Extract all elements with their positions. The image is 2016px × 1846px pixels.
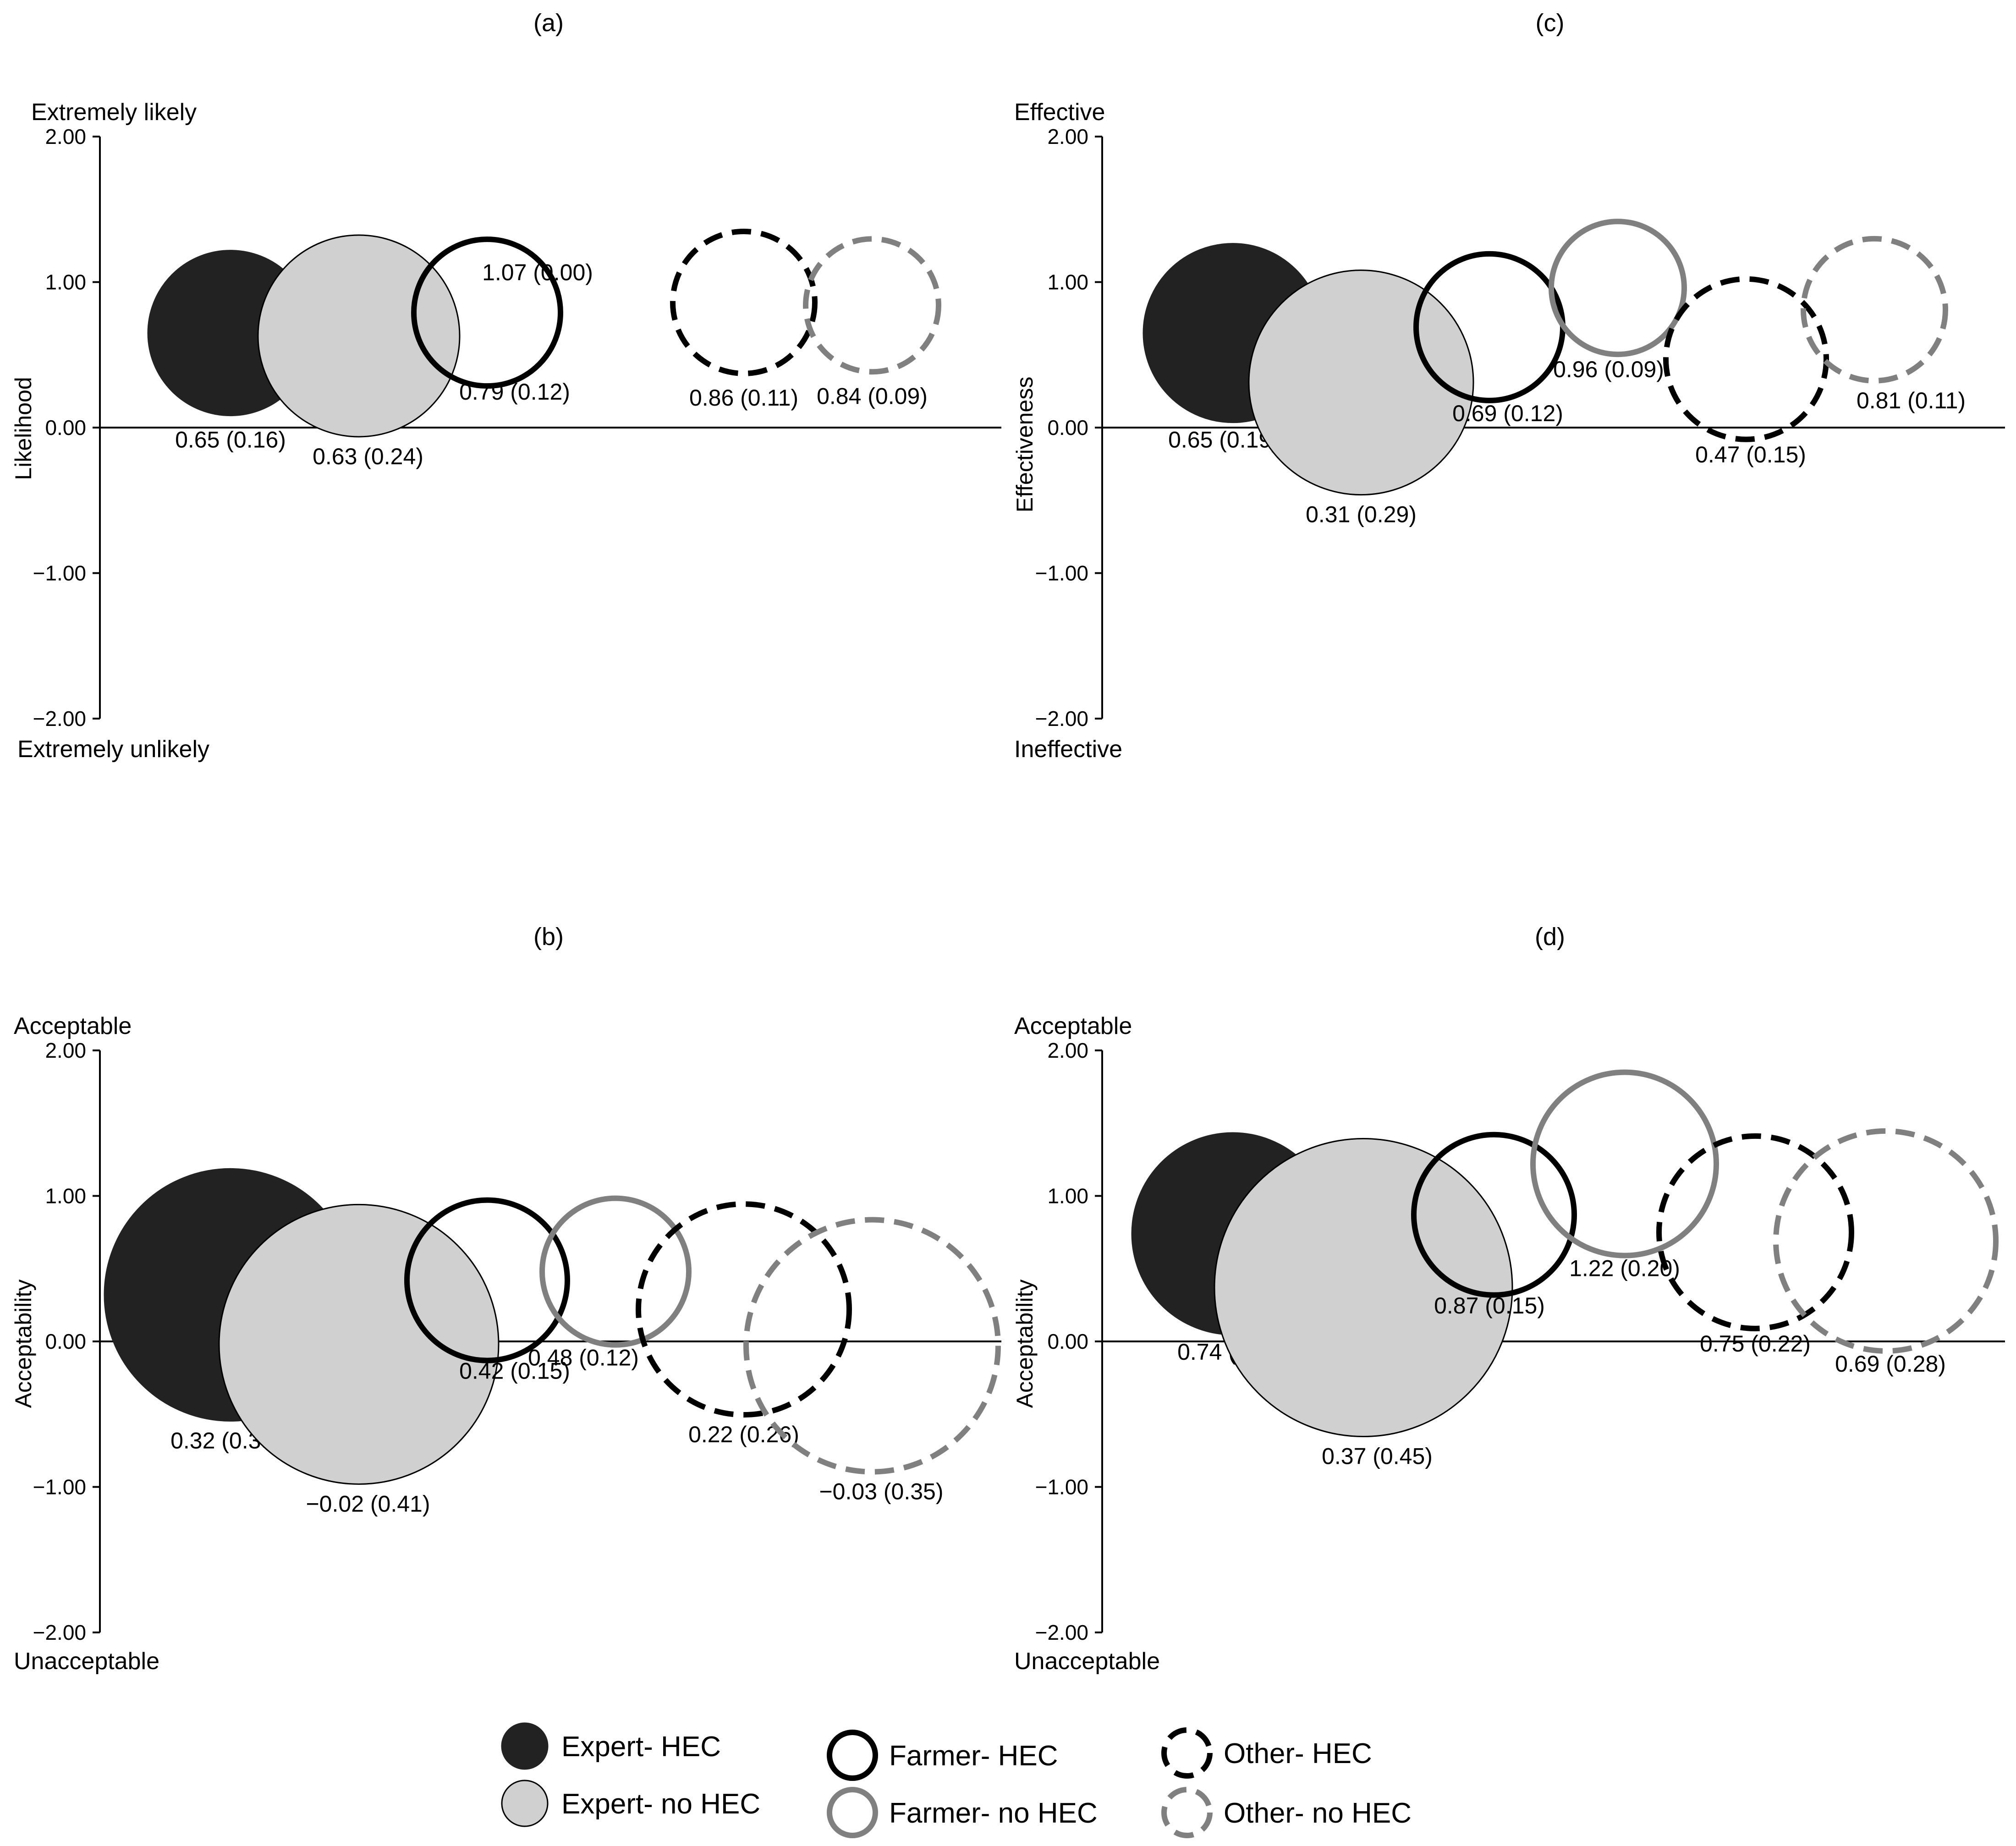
panel-c-tick-label: −1.00 [1035,561,1088,585]
panel-b-bubble-expert-no-hec [218,1203,500,1485]
legend-label-farmer-hec: Farmer- HEC [889,1740,1058,1772]
panel-d-bubble-farmer-no-hec [1530,1069,1719,1258]
panel-d-ylabel: Acceptability [1012,1280,1038,1408]
panel-a-data-label-expert-no-hec: 0.63 (0.24) [313,444,423,469]
panel-c-data-label-expert-no-hec: 0.31 (0.29) [1306,502,1417,527]
panel-a-tick-label: 0.00 [45,416,86,440]
panel-c-tick-label: 2.00 [1047,125,1088,148]
panel-c-bubble-farmer-no-hec [1549,219,1687,357]
panel-b-data-label-farmer-no-hec: 0.48 (0.12) [528,1345,639,1371]
panel-c-tick-label: 0.00 [1047,416,1088,440]
legend-label-expert-hec: Expert- HEC [561,1731,721,1763]
panel-d-data-label-farmer-hec: 0.87 (0.15) [1434,1293,1545,1319]
panel-a-tick-label: 2.00 [45,125,86,148]
panel-b-bubble-other-no-hec [743,1217,1001,1475]
panel-a-tick-label: 1.00 [45,270,86,294]
panel-a-bubble-other-hec [670,228,818,376]
panel-a-data-label-expert-hec: 0.65 (0.16) [175,427,286,453]
panel-d-tick-label: −2.00 [1035,1621,1088,1644]
panel-d-tick-label: 2.00 [1047,1038,1088,1062]
panel-d-bubble-other-no-hec [1773,1128,1999,1354]
legend-swatch-expert-no-hec [501,1780,549,1827]
panel-c-bubble-other-hec [1663,276,1829,442]
panel-d-data-label-other-hec: 0.75 (0.22) [1700,1331,1811,1357]
legend-swatch-expert-hec [501,1722,549,1770]
panel-a: (a) Extremely likely Extremely unlikely … [11,9,1001,763]
panel-b-bubble-other-hec [636,1201,852,1418]
panel-b-title: (b) [533,923,564,950]
panel-b-tick-label: −2.00 [33,1621,86,1644]
panel-c-data-label-farmer-no-hec: 0.96 (0.09) [1553,357,1664,382]
panel-a-data-label-other-no-hec: 0.84 (0.09) [817,383,928,409]
panel-d-bubble-other-hec [1656,1133,1854,1331]
panel-b-data-label-expert-no-hec: −0.02 (0.41) [306,1491,430,1516]
panel-a-data-label-other-hec: 0.86 (0.11) [689,385,798,411]
panel-b-data-label-farmer-hec: 0.42 (0.15) [459,1358,570,1384]
panel-c-bubble-other-no-hec [1801,236,1948,384]
panel-c-data-label-farmer-hec: 0.69 (0.12) [1452,401,1563,426]
legend-label-farmer-no-hec: Farmer- no HEC [889,1797,1098,1829]
panel-b-bubble-farmer-no-hec [539,1195,692,1348]
legend: Expert- HEC Expert- no HEC Farmer- HEC Farm… [501,1722,1412,1838]
panel-d-bottom-label: Unacceptable [1014,1648,1160,1675]
panel-b-tick-label: −1.00 [33,1475,86,1499]
panel-d: (d) Acceptable Unacceptable Acceptabilit… [1012,923,2005,1675]
panel-c-ylabel: Effectiveness [1012,377,1038,512]
legend-swatch-other-no-hec [1161,1787,1213,1838]
panel-c-bottom-label: Ineffective [1014,736,1122,763]
panel-c-title: (c) [1536,9,1565,37]
panel-a-bubble-expert-no-hec [257,234,461,438]
panel-a-data-label-farmer-no-hec: 1.07 (0.00) [482,259,593,285]
panel-b-ylabel: Acceptability [11,1280,36,1408]
panel-b: (b) Acceptable Unacceptable Acceptabilit… [11,923,1001,1675]
panel-d-tick-label: −1.00 [1035,1475,1088,1499]
panel-a-ylabel: Likelihood [11,377,36,480]
panel-c-data-label-other-hec: 0.47 (0.15) [1695,442,1806,467]
panel-a-bubble-farmer-hec [411,236,563,389]
panel-a-bubble-other-no-hec [803,236,941,375]
panel-c: (c) Effective Ineffective Effectiveness … [1012,9,2005,763]
panel-d-tick-label: 1.00 [1047,1184,1088,1208]
legend-swatch-farmer-no-hec [827,1787,878,1838]
panel-b-top-label: Acceptable [14,1013,132,1039]
legend-swatch-other-hec [1161,1727,1213,1779]
legend-swatch-farmer-hec [827,1730,878,1781]
panel-b-tick-label: 0.00 [45,1330,86,1353]
panel-c-tick-label: −2.00 [1035,707,1088,731]
legend-label-expert-no-hec: Expert- no HEC [561,1788,760,1820]
legend-label-other-hec: Other- HEC [1224,1738,1372,1769]
panel-d-title: (d) [1535,923,1565,950]
panel-b-bubble-farmer-hec [404,1197,570,1363]
panel-a-top-label: Extremely likely [31,99,197,126]
panel-b-tick-label: 1.00 [45,1184,86,1208]
panel-d-data-label-expert-no-hec: 0.37 (0.45) [1322,1444,1433,1469]
panel-b-data-label-other-no-hec: −0.03 (0.35) [819,1479,943,1505]
panel-a-tick-label: −2.00 [33,707,86,731]
panel-c-data-label-other-no-hec: 0.81 (0.11) [1857,388,1966,413]
panel-c-tick-label: 1.00 [1047,270,1088,294]
panel-a-tick-label: −1.00 [33,561,86,585]
panel-a-data-label-farmer-hec: 0.79 (0.12) [459,379,570,405]
panel-d-data-label-other-no-hec: 0.69 (0.28) [1835,1351,1946,1377]
panel-b-tick-label: 2.00 [45,1038,86,1062]
panel-a-title: (a) [533,9,564,37]
panel-c-top-label: Effective [1014,99,1105,126]
panel-a-bottom-label: Extremely unlikely [17,736,209,763]
panel-d-bubble-farmer-hec [1411,1132,1577,1298]
panel-d-top-label: Acceptable [1014,1013,1132,1039]
legend-label-other-no-hec: Other- no HEC [1224,1797,1412,1829]
panel-d-tick-label: 0.00 [1047,1330,1088,1353]
panel-d-bubble-expert-no-hec [1214,1138,1513,1438]
panel-b-bottom-label: Unacceptable [14,1648,159,1675]
